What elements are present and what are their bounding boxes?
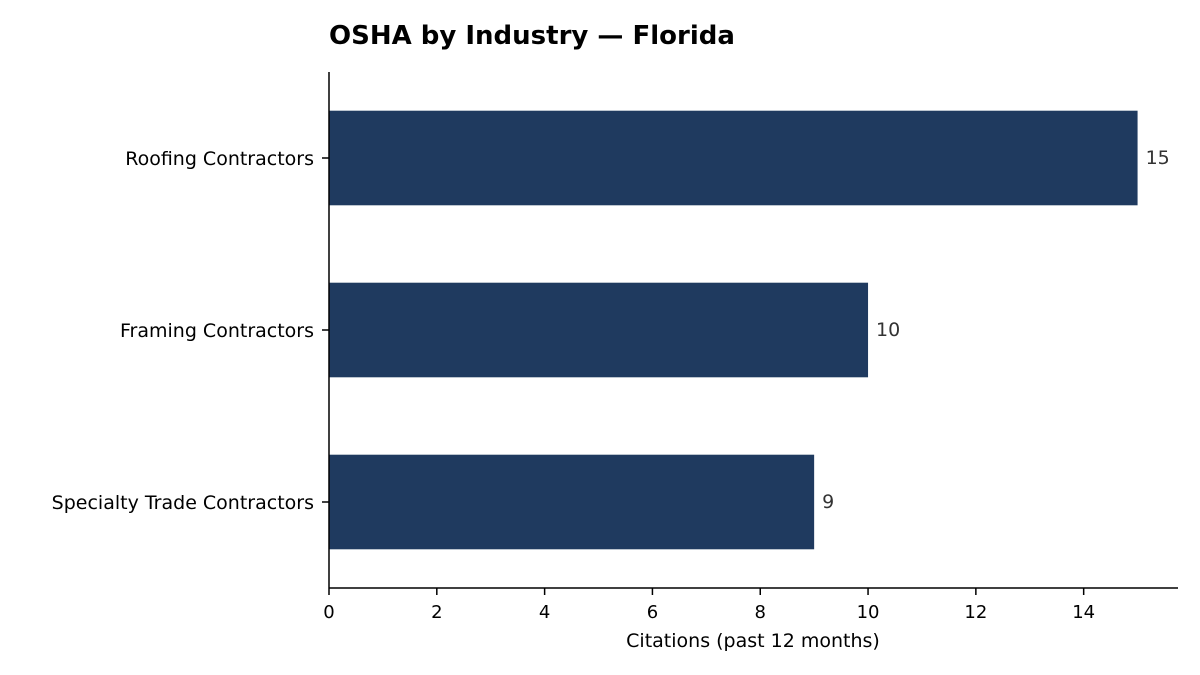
x-tick-label: 12 xyxy=(964,602,987,623)
category-label: Specialty Trade Contractors xyxy=(52,492,314,514)
bar-value-label: 15 xyxy=(1146,147,1170,169)
bar-value-label: 9 xyxy=(822,491,834,513)
category-label: Framing Contractors xyxy=(120,320,314,342)
x-tick-label: 8 xyxy=(755,602,766,623)
bar-value-label: 10 xyxy=(876,319,900,341)
x-tick-label: 4 xyxy=(539,602,550,623)
chart-title: OSHA by Industry — Florida xyxy=(329,21,735,51)
x-tick-label: 0 xyxy=(323,602,334,623)
bar xyxy=(329,454,815,550)
bar xyxy=(329,282,869,378)
x-axis: 0 2 4 6 8 10 12 14 xyxy=(323,587,1178,623)
bars-group xyxy=(329,110,1138,550)
y-axis: Roofing Contractors Framing Contractors Sp… xyxy=(52,72,330,588)
value-labels-group: 15 10 9 xyxy=(822,147,1170,513)
x-tick-label: 14 xyxy=(1072,602,1095,623)
x-tick-label: 10 xyxy=(857,602,880,623)
category-label: Roofing Contractors xyxy=(125,148,314,170)
x-axis-label: Citations (past 12 months) xyxy=(626,630,880,652)
x-tick-label: 6 xyxy=(647,602,658,623)
bar xyxy=(329,110,1138,206)
x-tick-label: 2 xyxy=(431,602,442,623)
